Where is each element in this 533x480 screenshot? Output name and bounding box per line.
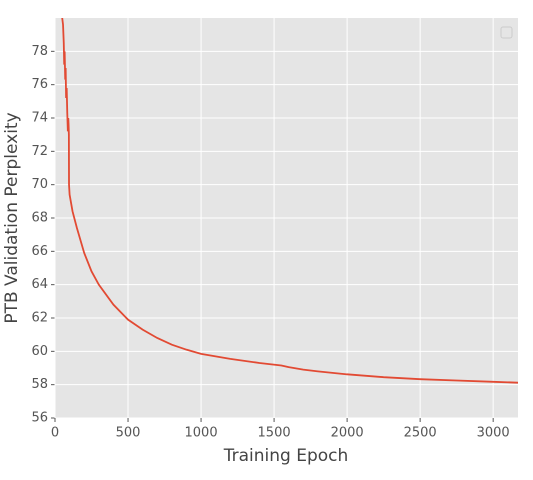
y-tick-label: 66	[31, 244, 48, 259]
y-tick-label: 72	[31, 144, 48, 159]
y-tick-label: 62	[31, 311, 48, 326]
x-tick-label: 1000	[185, 426, 218, 441]
y-tick-label: 74	[31, 111, 48, 126]
series-line	[61, 18, 518, 384]
y-tick-label: 64	[31, 277, 48, 292]
x-tick-label: 0	[51, 426, 59, 441]
x-tick-label: 3000	[477, 426, 510, 441]
x-axis-label: Training Epoch	[223, 446, 349, 466]
y-tick-label: 58	[31, 377, 48, 392]
y-tick-label: 68	[31, 211, 48, 226]
y-tick-label: 56	[31, 411, 48, 426]
legend-box	[500, 26, 513, 39]
x-tick-label: 2000	[331, 426, 364, 441]
x-tick-label: 1500	[258, 426, 291, 441]
y-axis-label: PTB Validation Perplexity	[2, 112, 22, 323]
x-tick-label: 500	[116, 426, 141, 441]
y-tick-label: 70	[31, 177, 48, 192]
y-tick-label: 78	[31, 44, 48, 59]
y-tick-label: 76	[31, 77, 48, 92]
y-tick-label: 60	[31, 344, 48, 359]
x-tick-label: 2500	[404, 426, 437, 441]
